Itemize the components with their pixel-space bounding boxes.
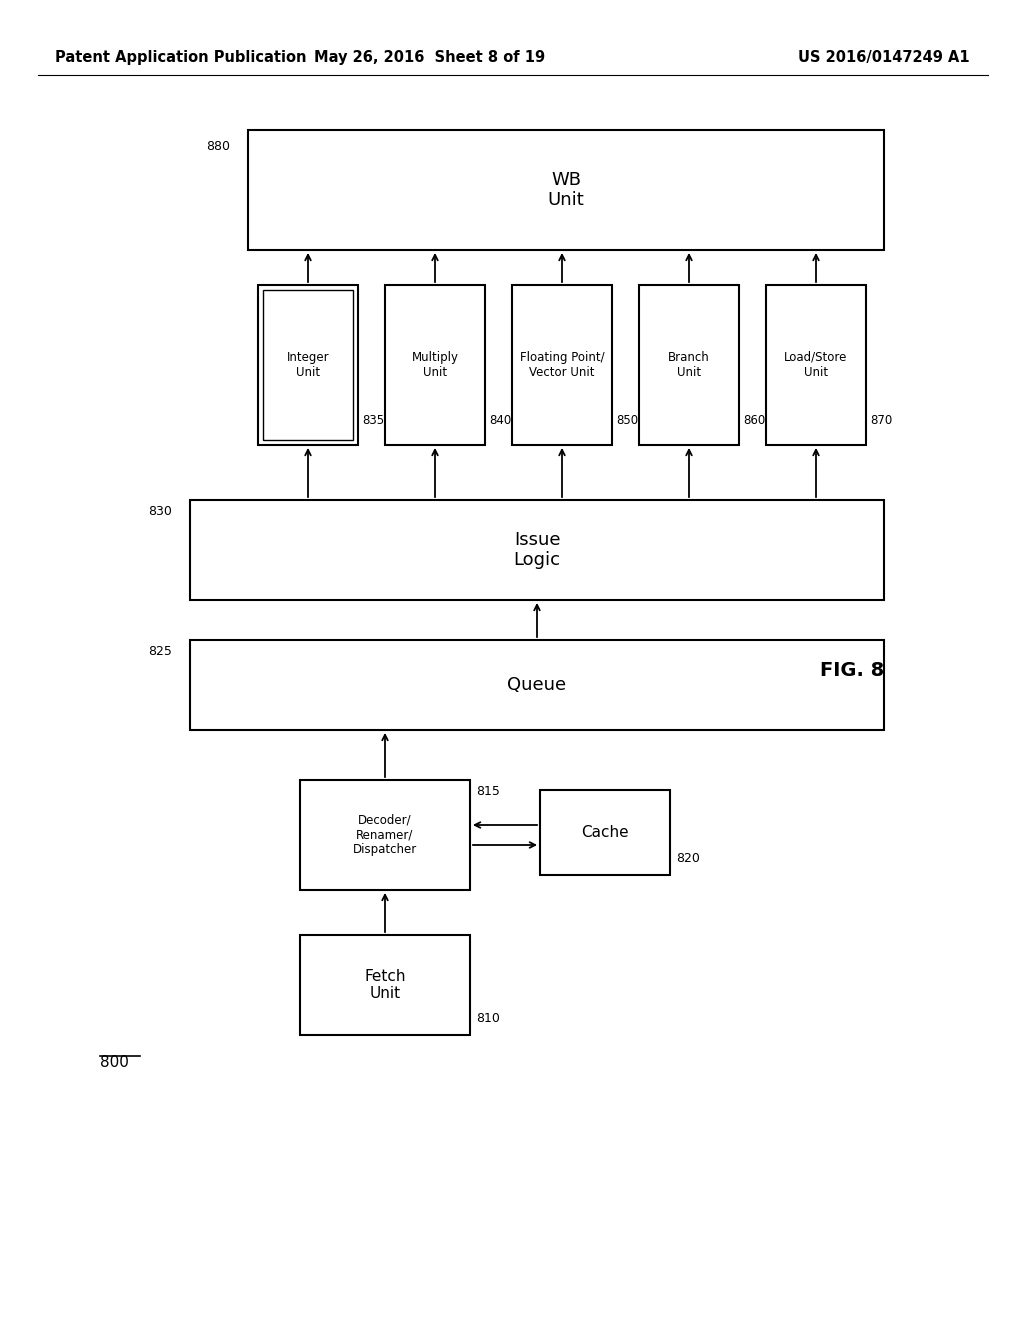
Text: 825: 825 xyxy=(148,645,172,657)
Text: Queue: Queue xyxy=(508,676,566,694)
Bar xyxy=(540,789,670,875)
Text: 860: 860 xyxy=(743,414,765,426)
Text: 835: 835 xyxy=(362,414,384,426)
Text: 840: 840 xyxy=(489,414,511,426)
Text: 830: 830 xyxy=(148,506,172,517)
Text: 800: 800 xyxy=(100,1055,129,1071)
Bar xyxy=(385,285,485,445)
Text: 870: 870 xyxy=(870,414,892,426)
Text: Cache: Cache xyxy=(582,825,629,840)
Text: Integer
Unit: Integer Unit xyxy=(287,351,330,379)
Text: 810: 810 xyxy=(476,1012,500,1026)
Bar xyxy=(190,640,884,730)
Bar xyxy=(300,780,470,890)
Text: 850: 850 xyxy=(616,414,638,426)
Text: Floating Point/
Vector Unit: Floating Point/ Vector Unit xyxy=(520,351,604,379)
Text: FIG. 8: FIG. 8 xyxy=(820,660,885,680)
Bar xyxy=(639,285,739,445)
Text: Patent Application Publication: Patent Application Publication xyxy=(55,50,306,65)
Text: Multiply
Unit: Multiply Unit xyxy=(412,351,459,379)
Text: Fetch
Unit: Fetch Unit xyxy=(365,969,406,1001)
Bar xyxy=(258,285,358,445)
Bar xyxy=(263,290,353,440)
Text: Issue
Logic: Issue Logic xyxy=(513,531,560,569)
Text: US 2016/0147249 A1: US 2016/0147249 A1 xyxy=(799,50,970,65)
Bar xyxy=(300,935,470,1035)
Text: WB
Unit: WB Unit xyxy=(548,170,585,210)
Bar xyxy=(766,285,866,445)
Text: Load/Store
Unit: Load/Store Unit xyxy=(784,351,848,379)
Bar xyxy=(512,285,612,445)
Text: 815: 815 xyxy=(476,785,500,799)
Bar xyxy=(248,129,884,249)
Text: Decoder/
Renamer/
Dispatcher: Decoder/ Renamer/ Dispatcher xyxy=(353,813,417,857)
Text: May 26, 2016  Sheet 8 of 19: May 26, 2016 Sheet 8 of 19 xyxy=(314,50,546,65)
Text: 820: 820 xyxy=(676,851,699,865)
Text: Branch
Unit: Branch Unit xyxy=(668,351,710,379)
Text: 880: 880 xyxy=(206,140,230,153)
Bar xyxy=(190,500,884,601)
